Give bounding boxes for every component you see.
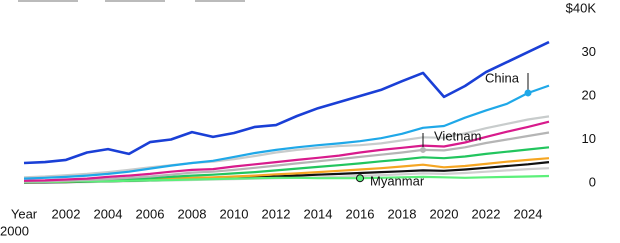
annotation-label: Myanmar: [370, 174, 425, 189]
y-tick-label: 10: [582, 131, 596, 146]
x-tick-label: 2006: [136, 206, 165, 221]
annotation-dot: [420, 146, 426, 153]
x-tick-label: 2008: [178, 206, 207, 221]
x-tick-label: 2014: [304, 206, 333, 221]
x-tick-label: 2010: [220, 206, 249, 221]
x-tick-label: 2020: [430, 206, 459, 221]
x-axis-label: Year: [11, 206, 38, 221]
x-tick-label: 2024: [514, 206, 543, 221]
series-line: [23, 84, 550, 180]
y-tick-label: $40K: [566, 0, 597, 15]
x-tick-label: 2000: [0, 223, 29, 238]
y-tick-label: 30: [582, 44, 596, 59]
y-tick-label: 0: [589, 174, 596, 189]
series-line: [23, 120, 550, 182]
x-tick-label: 2022: [472, 206, 501, 221]
x-tick-label: 2018: [388, 206, 417, 221]
annotation-label: China: [485, 70, 520, 85]
series-line: [23, 115, 550, 179]
annotation-dot: [356, 174, 364, 183]
series-line: [23, 131, 550, 183]
x-tick-label: 2012: [262, 206, 291, 221]
series-line: [23, 40, 550, 165]
series-line: [23, 174, 550, 184]
y-tick-label: 20: [582, 87, 596, 102]
x-tick-label: 2002: [52, 206, 81, 221]
x-tick-label: 2004: [94, 206, 123, 221]
x-tick-label: 2016: [346, 206, 375, 221]
annotation-label: Vietnam: [434, 128, 481, 143]
annotation-dot: [524, 89, 532, 97]
